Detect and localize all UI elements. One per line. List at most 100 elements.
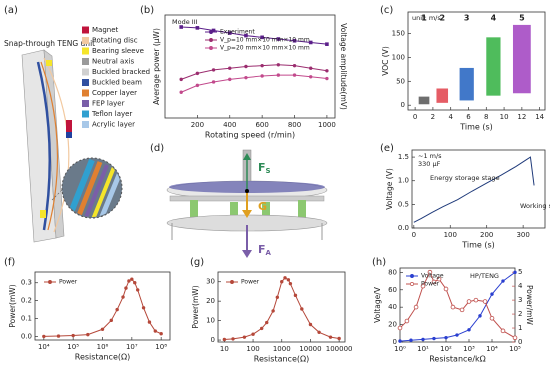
legend-label: V_p=20 mm×10 mm×10 mm (220, 45, 310, 52)
legend-label: FEP layer (92, 100, 125, 108)
annotation: HP/TENG (470, 272, 499, 280)
force-symbol: G (258, 200, 267, 213)
voltage-burst (418, 96, 430, 105)
y-axis-title: Power(mW) (8, 284, 17, 327)
point (133, 281, 137, 285)
point (153, 329, 158, 333)
burst-label: 2 (439, 14, 445, 23)
point (337, 336, 341, 341)
series-line (399, 270, 516, 339)
y-tick-label: 30 (206, 278, 215, 286)
x-tick-label: 6 (466, 113, 471, 121)
point (231, 337, 235, 341)
point (444, 335, 448, 340)
y-tick-label: 0.2 (21, 297, 32, 305)
point (421, 337, 425, 342)
y-tick-label: 40 (388, 303, 397, 311)
point (413, 304, 419, 310)
point (325, 42, 329, 46)
point (280, 280, 284, 284)
point (211, 68, 216, 72)
x-tick-label: 10 (220, 345, 229, 353)
point (292, 73, 297, 77)
legend-label: Power (59, 279, 78, 286)
mechanism-drawing (166, 149, 328, 258)
x-tick-label: 800 (288, 121, 301, 129)
point (130, 277, 134, 281)
legend-label: Power (241, 279, 260, 286)
point (398, 339, 402, 343)
point (293, 293, 298, 298)
point (228, 77, 232, 82)
x-tick-label: 10⁵ (509, 345, 521, 353)
legend-marker (230, 280, 234, 284)
point (115, 307, 119, 312)
point (467, 328, 471, 332)
point (512, 335, 518, 341)
legend-swatch (82, 121, 89, 128)
y-axis-title: Average power (μW) (152, 28, 161, 105)
point (420, 283, 426, 289)
point (147, 320, 152, 324)
point (127, 279, 131, 283)
y-tick-label: 0.0 (21, 332, 32, 340)
point (325, 76, 329, 81)
y-tick-label: 1.5 (398, 153, 409, 161)
force-label: FS (258, 161, 271, 175)
point (228, 66, 232, 70)
point (260, 35, 264, 40)
x-tick-label: 10⁸ (155, 343, 167, 351)
point (275, 295, 280, 299)
y2-tick-label: 1 (518, 324, 522, 332)
y2-tick-label: 0 (518, 338, 522, 346)
point (473, 297, 479, 303)
y2-axis-title: Voltage amplitude(mV) (339, 23, 348, 110)
force-subscript: S (266, 167, 271, 175)
point (121, 295, 125, 299)
y-tick-label: 0 (211, 336, 215, 344)
y-tick-label: 20 (206, 297, 215, 305)
diagram-legend: Magnet Rotating disc Bearing sleeve Neutral… (82, 26, 150, 129)
point (260, 74, 264, 78)
y2-tick-label: 3 (518, 296, 522, 304)
force-subscript: A (266, 249, 272, 257)
force-label: G (258, 200, 267, 213)
annotation: unit: m/s (412, 14, 441, 22)
y2-axis-title: Power/mW (525, 285, 534, 326)
y-tick-label: 0 (401, 101, 405, 109)
force-label: FA (258, 243, 272, 257)
point (308, 40, 313, 45)
point (259, 326, 264, 331)
x-tick-label: 200 (480, 231, 493, 239)
point (317, 330, 321, 334)
x-tick-label: 10⁴ (486, 345, 498, 353)
panel-label: (h) (372, 257, 386, 268)
legend-label: Acrylic layer (92, 121, 135, 129)
point (292, 38, 297, 43)
legend-marker (410, 282, 414, 286)
point (482, 299, 488, 304)
point (490, 292, 494, 296)
point (283, 276, 287, 280)
y-tick-label: 20 (388, 321, 397, 329)
x-tick-label: 10⁶ (97, 343, 109, 351)
x-tick-label: 100 (444, 231, 457, 239)
point (455, 333, 459, 337)
legend-marker (410, 274, 414, 278)
y-tick-label: 80 (388, 268, 397, 276)
x-tick-label: 12 (517, 113, 526, 121)
panel-label: (e) (380, 143, 394, 154)
legend-marker (209, 46, 213, 50)
point (501, 279, 505, 283)
point (513, 270, 517, 275)
point (271, 309, 275, 313)
voltage-burst (436, 88, 449, 103)
x-tick-label: 10 (500, 113, 509, 121)
burst-label: 5 (519, 14, 525, 23)
point (292, 63, 297, 68)
legend-label: Voltage (421, 273, 444, 280)
point (325, 69, 329, 73)
point (100, 327, 105, 331)
y-tick-label: 150 (392, 30, 405, 38)
voltage-burst (486, 37, 501, 96)
